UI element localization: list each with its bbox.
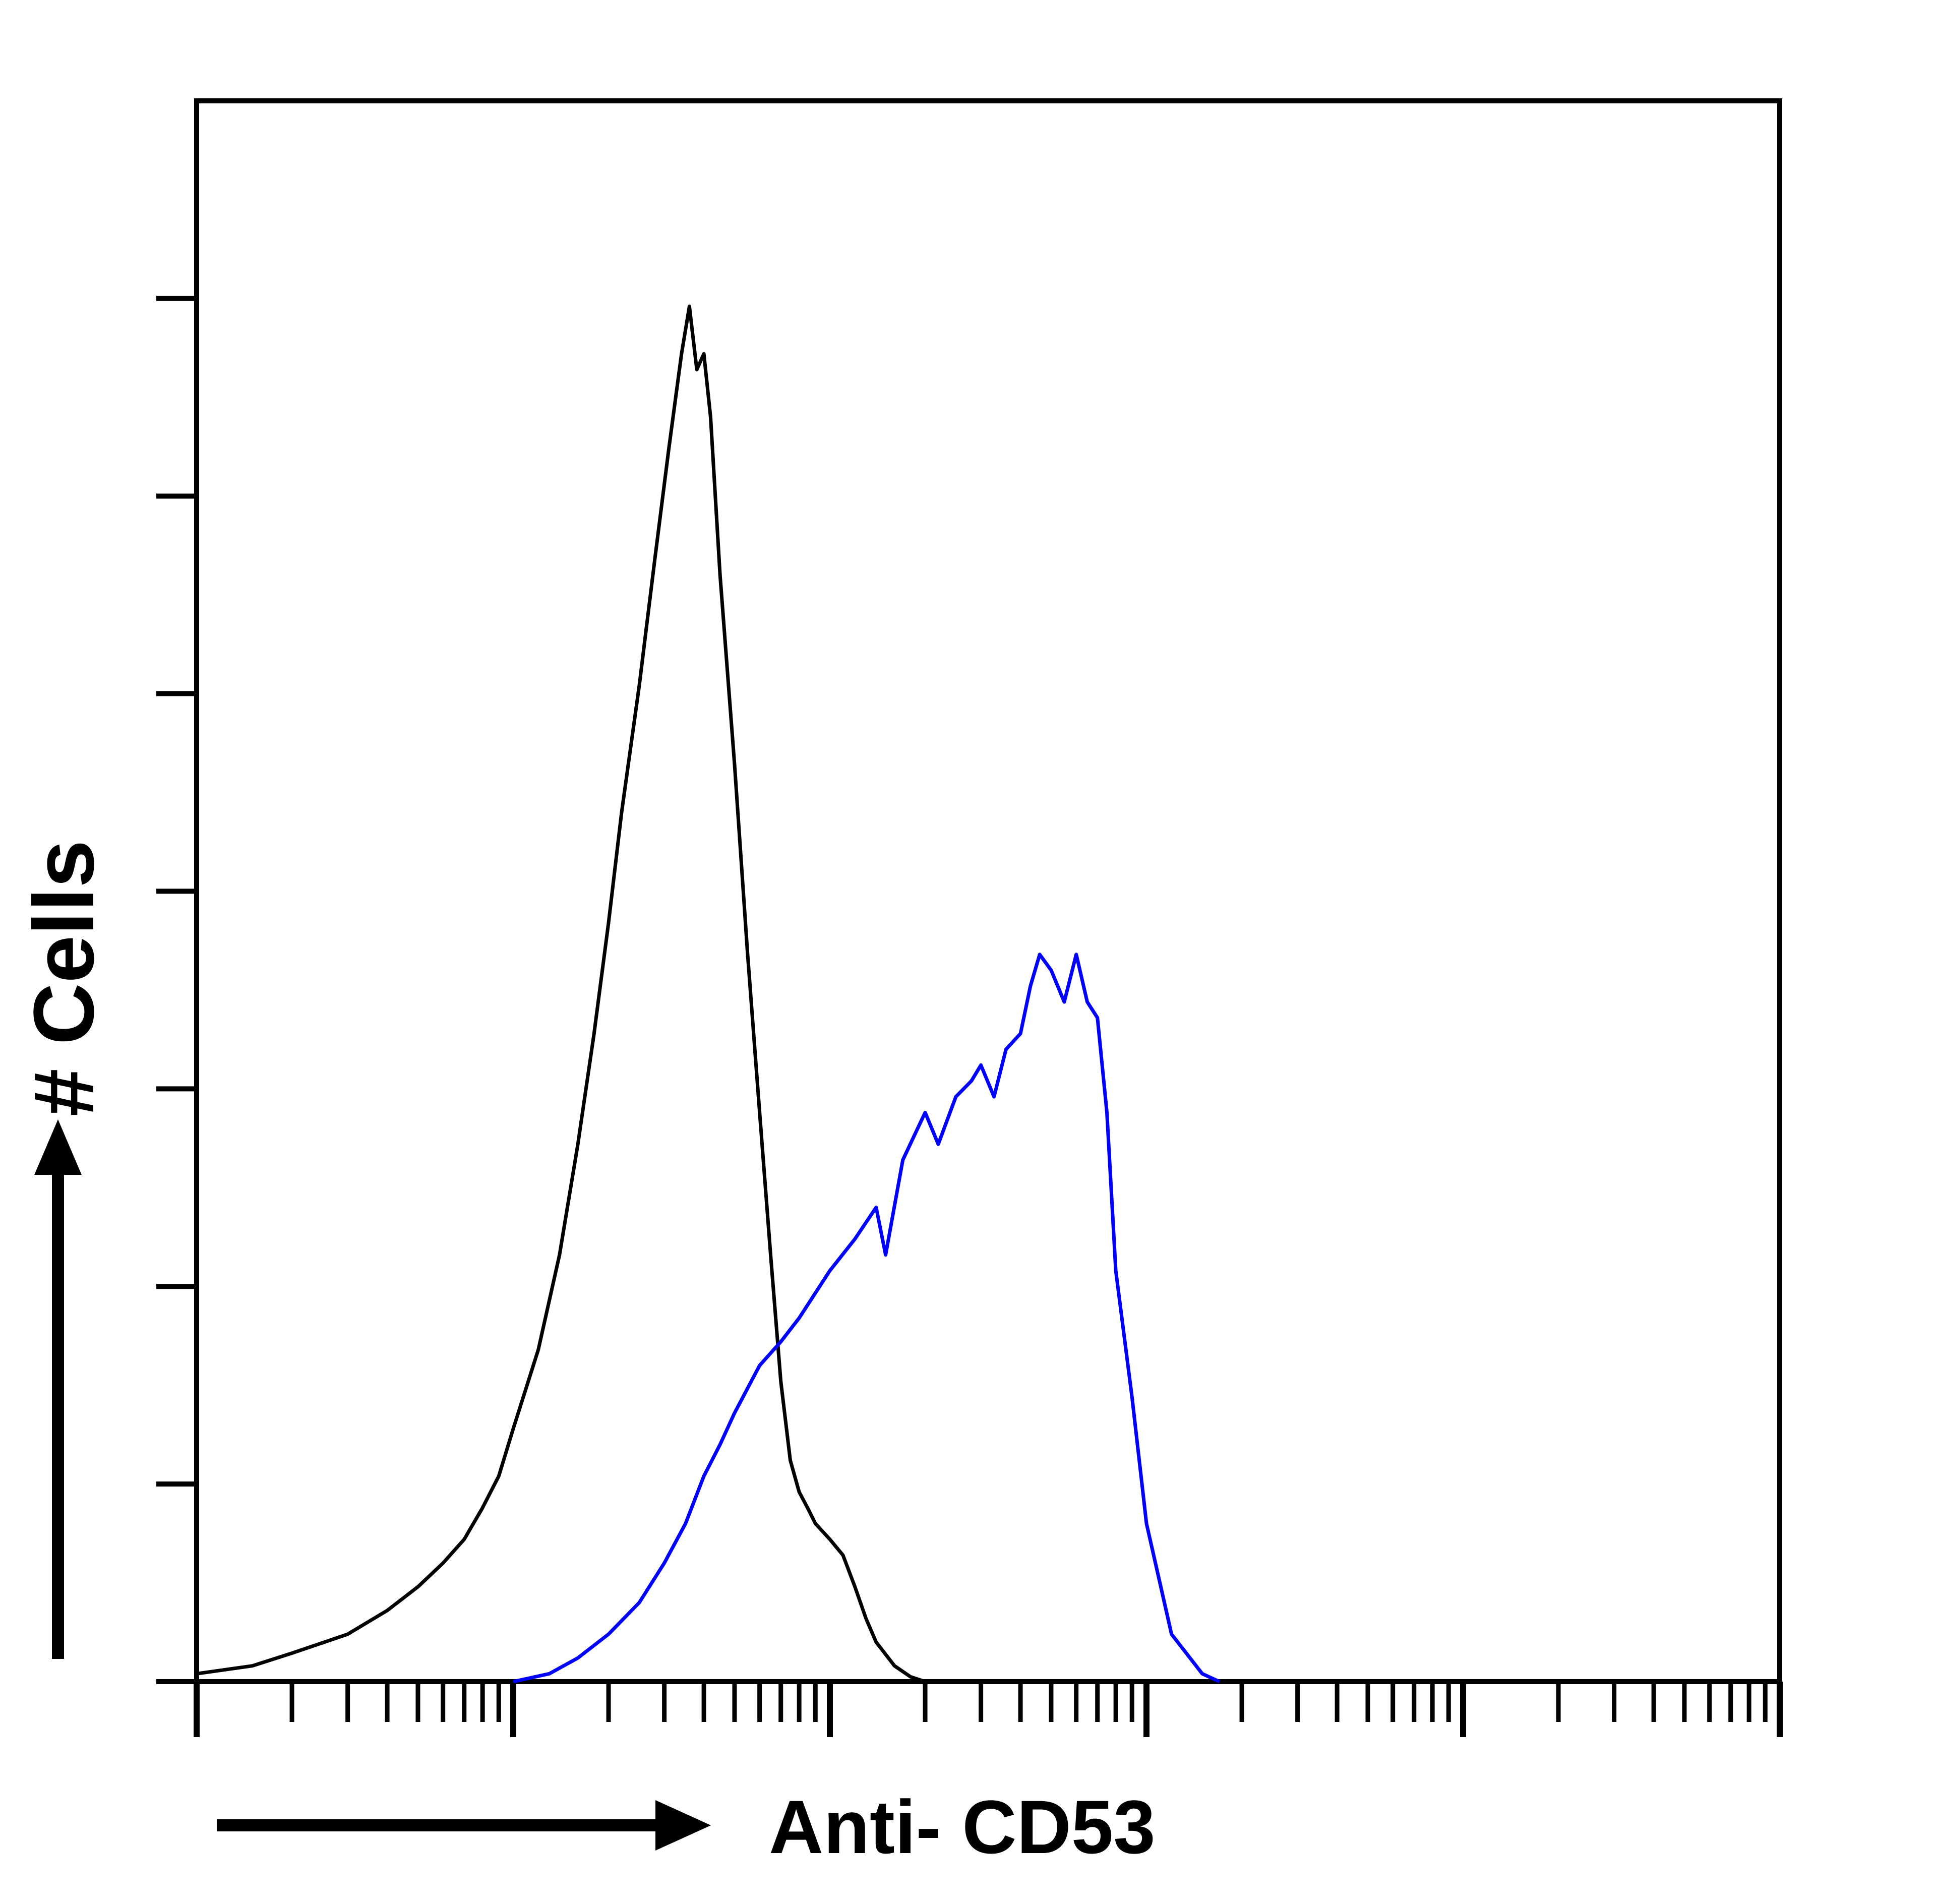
- y-axis-arrow: [34, 1119, 82, 1659]
- y-axis-label: # Cells: [16, 840, 112, 1116]
- series-line-blue: [513, 953, 1221, 1684]
- x-axis-label: Anti- CD53: [769, 1784, 1156, 1869]
- series-layer: [196, 305, 1221, 1684]
- y-axis-ticks: [156, 295, 197, 1684]
- series-line-black: [196, 305, 926, 1684]
- x-axis-ticks: [194, 1682, 1783, 1737]
- x-axis-arrow: [217, 1800, 711, 1851]
- plot-frame: [194, 98, 1782, 1684]
